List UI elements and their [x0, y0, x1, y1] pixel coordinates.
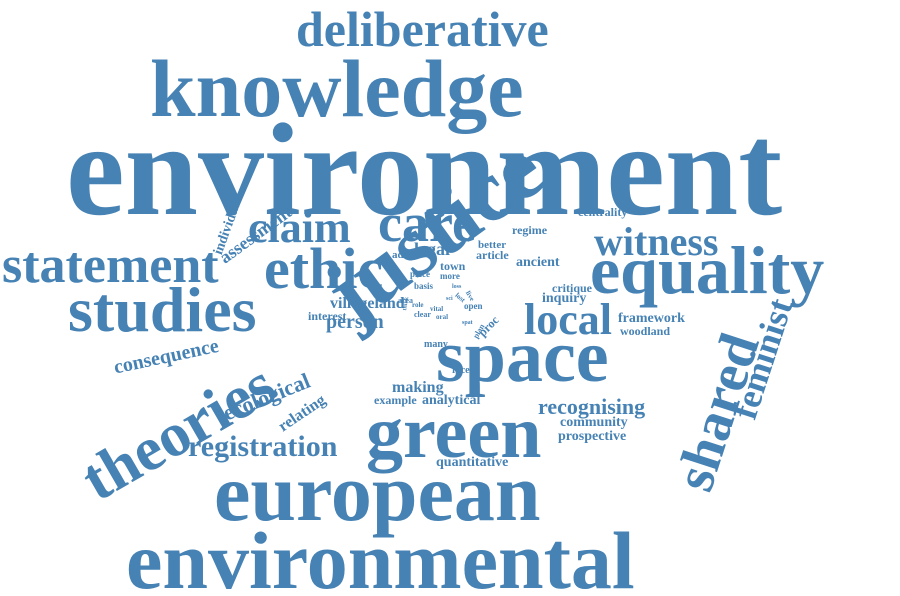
- word-claim: claim: [248, 203, 351, 252]
- word-legal: legal: [414, 239, 450, 259]
- word-inquiry: inquiry: [542, 291, 587, 306]
- word-place: place: [410, 269, 430, 279]
- word-sci: sci: [446, 296, 453, 302]
- word-interest: interest: [308, 309, 347, 323]
- word-recent: recent: [452, 365, 479, 376]
- word-environment: environment: [66, 96, 783, 243]
- word-witness: witness: [594, 219, 719, 264]
- word-adopt: adopt: [392, 249, 419, 261]
- word-making: making: [392, 379, 444, 396]
- word-studies: studies: [68, 274, 257, 345]
- word-more: more: [440, 271, 460, 281]
- word-european: european: [214, 447, 541, 538]
- word-basis: basis: [414, 281, 434, 291]
- word-role: role: [412, 301, 424, 309]
- word-registration: registration: [188, 430, 338, 463]
- word-deliberative: deliberative: [296, 1, 549, 57]
- word-space: space: [436, 316, 609, 398]
- word-ethic: ethic: [264, 236, 384, 301]
- word-vital: vital: [430, 305, 444, 313]
- word-example: example: [374, 393, 417, 407]
- word-recognising: recognising: [538, 394, 646, 419]
- word-oral: oral: [436, 313, 449, 321]
- word-villageland: villageland: [330, 295, 405, 312]
- word-area: area: [398, 296, 413, 305]
- word-loss: loss: [452, 284, 462, 290]
- word-woodland: woodland: [620, 324, 671, 338]
- word-open: open: [464, 301, 483, 311]
- word-community: community: [560, 415, 628, 430]
- word-prospective: prospective: [558, 429, 627, 444]
- word-ancient: ancient: [516, 255, 560, 270]
- word-better: better: [478, 239, 507, 251]
- word-article: article: [476, 248, 509, 262]
- word-analytical: analytical: [422, 393, 481, 408]
- word-many: many: [424, 339, 448, 350]
- word-equality: equality: [590, 232, 825, 308]
- word-framework: framework: [618, 311, 685, 326]
- word-critique: critique: [552, 281, 592, 295]
- word-centrality: centrality: [578, 205, 628, 219]
- word-person: person: [326, 311, 384, 333]
- word-spat: spat: [462, 320, 473, 326]
- word-knowledge: knowledge: [150, 43, 524, 134]
- word-statement: statement: [2, 237, 219, 294]
- word-environmental: environmental: [126, 515, 635, 596]
- word-care: care: [378, 193, 476, 253]
- word-green: green: [366, 392, 542, 474]
- word-local: local: [524, 295, 612, 344]
- word-quantitative: quantitative: [436, 455, 509, 470]
- word-clear: clear: [414, 310, 431, 319]
- word-town: town: [440, 259, 466, 273]
- word-regime: regime: [512, 223, 548, 237]
